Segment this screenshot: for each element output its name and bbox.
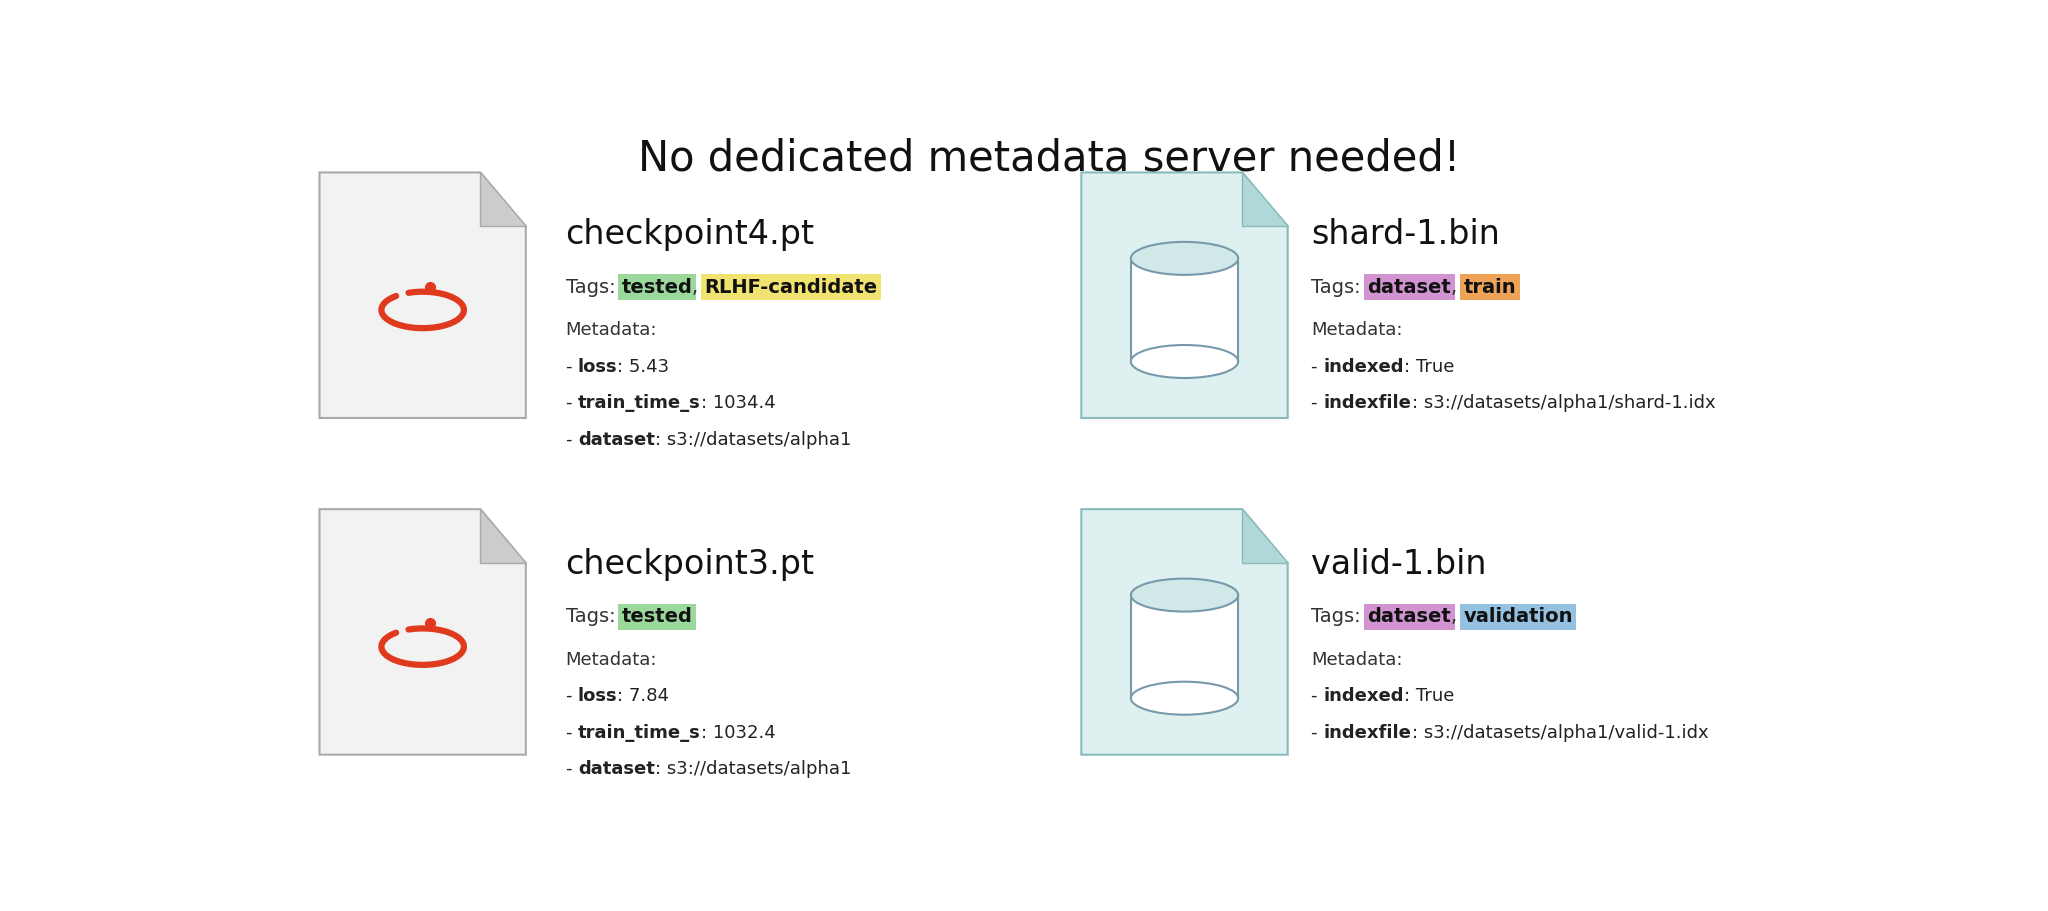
Text: No dedicated metadata server needed!: No dedicated metadata server needed! — [639, 138, 1460, 179]
Text: dataset: dataset — [1368, 278, 1452, 297]
Text: valid-1.bin: valid-1.bin — [1311, 548, 1487, 580]
Ellipse shape — [1130, 681, 1239, 715]
Ellipse shape — [1130, 578, 1239, 611]
Text: indexed: indexed — [1323, 687, 1405, 705]
Bar — [1130, 595, 1239, 698]
Text: : 1034.4: : 1034.4 — [700, 394, 776, 412]
Text: shard-1.bin: shard-1.bin — [1311, 218, 1501, 251]
Text: train_time_s: train_time_s — [578, 724, 700, 742]
Polygon shape — [481, 172, 526, 227]
Text: : s3://datasets/alpha1/shard-1.idx: : s3://datasets/alpha1/shard-1.idx — [1411, 394, 1716, 412]
Polygon shape — [319, 509, 526, 754]
Text: Tags:: Tags: — [565, 608, 621, 627]
Text: checkpoint3.pt: checkpoint3.pt — [565, 548, 815, 580]
Text: loss: loss — [578, 358, 616, 375]
Text: : s3://datasets/alpha1: : s3://datasets/alpha1 — [655, 431, 852, 448]
Ellipse shape — [1130, 345, 1239, 378]
Text: : 5.43: : 5.43 — [616, 358, 670, 375]
Text: ,: , — [1452, 278, 1464, 297]
Text: Tags:: Tags: — [1311, 278, 1368, 297]
Polygon shape — [319, 172, 526, 418]
Polygon shape — [1081, 172, 1288, 418]
Ellipse shape — [1130, 242, 1239, 275]
Text: Tags:: Tags: — [565, 278, 621, 297]
Text: dataset: dataset — [578, 431, 655, 448]
Text: Metadata:: Metadata: — [1311, 322, 1403, 339]
Text: loss: loss — [578, 687, 616, 705]
Text: : s3://datasets/alpha1/valid-1.idx: : s3://datasets/alpha1/valid-1.idx — [1411, 724, 1708, 742]
Text: Tags:: Tags: — [1311, 608, 1368, 627]
Text: -: - — [1311, 358, 1323, 375]
Text: -: - — [565, 724, 578, 742]
Text: dataset: dataset — [578, 761, 655, 778]
Text: -: - — [565, 394, 578, 412]
Text: -: - — [1311, 394, 1323, 412]
Text: indexfile: indexfile — [1323, 724, 1411, 742]
Text: ,: , — [1452, 608, 1464, 627]
Polygon shape — [1081, 509, 1288, 754]
Text: : 7.84: : 7.84 — [616, 687, 670, 705]
Text: Metadata:: Metadata: — [565, 650, 657, 669]
Text: dataset: dataset — [1368, 608, 1452, 627]
Text: -: - — [1311, 687, 1323, 705]
Text: : True: : True — [1405, 687, 1454, 705]
Text: : 1032.4: : 1032.4 — [700, 724, 776, 742]
Text: indexfile: indexfile — [1323, 394, 1411, 412]
Text: Metadata:: Metadata: — [565, 322, 657, 339]
Polygon shape — [481, 509, 526, 563]
Text: tested: tested — [621, 608, 692, 627]
Text: tested: tested — [621, 278, 692, 297]
Text: -: - — [565, 431, 578, 448]
Text: -: - — [1311, 724, 1323, 742]
Text: Metadata:: Metadata: — [1311, 650, 1403, 669]
Text: train_time_s: train_time_s — [578, 394, 700, 412]
Text: -: - — [565, 358, 578, 375]
Bar — [1130, 259, 1239, 362]
Polygon shape — [1243, 509, 1288, 563]
Text: -: - — [565, 687, 578, 705]
Text: validation: validation — [1464, 608, 1573, 627]
Text: indexed: indexed — [1323, 358, 1405, 375]
Text: -: - — [565, 761, 578, 778]
Text: checkpoint4.pt: checkpoint4.pt — [565, 218, 815, 251]
Text: : s3://datasets/alpha1: : s3://datasets/alpha1 — [655, 761, 852, 778]
Text: : True: : True — [1405, 358, 1454, 375]
Text: ,: , — [692, 278, 705, 297]
Text: RLHF-candidate: RLHF-candidate — [705, 278, 879, 297]
Text: train: train — [1464, 278, 1516, 297]
Polygon shape — [1243, 172, 1288, 227]
